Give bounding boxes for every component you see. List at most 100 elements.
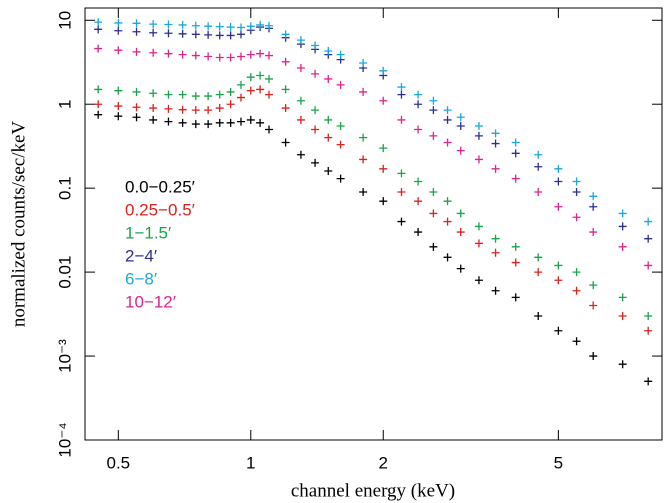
data-point (178, 90, 187, 99)
data-point (443, 106, 452, 115)
data-point (511, 138, 520, 147)
x-axis-label: channel energy (keV) (291, 480, 455, 501)
data-point (534, 253, 543, 262)
data-point (379, 144, 388, 153)
data-point (511, 149, 520, 158)
data-point (164, 104, 173, 113)
data-point (644, 377, 653, 386)
y-tick-label: 0.1 (55, 176, 74, 200)
data-point (397, 188, 406, 197)
data-point (281, 57, 290, 66)
data-point (511, 242, 520, 251)
data-point (114, 102, 123, 111)
data-point (311, 106, 320, 115)
data-point (397, 217, 406, 226)
data-point (246, 73, 255, 82)
data-point (474, 276, 483, 285)
data-point (132, 103, 141, 112)
data-point (215, 90, 224, 99)
data-point (226, 23, 235, 32)
data-point (336, 50, 345, 59)
data-point (94, 100, 103, 109)
data-point (114, 86, 123, 95)
data-point (246, 50, 255, 59)
data-point (114, 112, 123, 121)
data-point (554, 177, 563, 186)
data-point (589, 281, 598, 290)
data-point (534, 162, 543, 171)
data-point (296, 96, 305, 105)
data-point (164, 49, 173, 58)
data-point (554, 326, 563, 335)
data-point (554, 164, 563, 173)
data-point (429, 96, 438, 105)
data-point (534, 188, 543, 197)
data-point (149, 20, 158, 29)
data-point (618, 242, 627, 251)
data-point (191, 51, 200, 60)
data-point (554, 202, 563, 211)
y-tick-label: 1 (55, 99, 74, 108)
data-point (336, 80, 345, 89)
data-point (336, 140, 345, 149)
data-point (94, 25, 103, 34)
data-point (226, 87, 235, 96)
data-point (429, 106, 438, 115)
data-point (456, 228, 465, 237)
data-point (226, 118, 235, 127)
y-tick-label: 10⁻⁴ (55, 422, 74, 457)
data-point (132, 87, 141, 96)
data-point (215, 118, 224, 127)
data-point (114, 18, 123, 27)
data-point (191, 120, 200, 129)
data-point (191, 92, 200, 101)
data-point (178, 118, 187, 127)
data-point (178, 20, 187, 29)
data-point (264, 51, 273, 60)
data-point (204, 22, 213, 31)
data-point (618, 293, 627, 302)
data-point (491, 248, 500, 257)
data-point (204, 120, 213, 129)
data-point (397, 169, 406, 178)
data-point (491, 286, 500, 295)
data-point (589, 202, 598, 211)
data-point (311, 41, 320, 50)
data-point (379, 96, 388, 105)
data-point (204, 30, 213, 39)
data-point (226, 53, 235, 62)
data-point (94, 44, 103, 53)
data-point (456, 113, 465, 122)
data-point (572, 213, 581, 222)
data-point (429, 131, 438, 140)
data-point (149, 115, 158, 124)
data-point (132, 113, 141, 122)
data-point (264, 21, 273, 30)
data-point (215, 31, 224, 40)
data-point (534, 150, 543, 159)
data-point (572, 177, 581, 186)
data-point (644, 234, 653, 243)
data-point (589, 352, 598, 361)
data-point (443, 138, 452, 147)
data-point (191, 30, 200, 39)
legend-label: 0.0−0.25′ (125, 177, 195, 196)
data-point (324, 133, 333, 142)
data-point (644, 326, 653, 335)
data-point (256, 49, 265, 58)
data-point (534, 312, 543, 321)
data-point (618, 222, 627, 231)
data-point (359, 188, 368, 197)
data-point (456, 122, 465, 131)
legend-label: 2−4′ (125, 246, 157, 265)
data-point (644, 312, 653, 321)
data-point (589, 228, 598, 237)
data-point (324, 167, 333, 176)
data-point (474, 155, 483, 164)
data-point (132, 19, 141, 28)
data-point (336, 174, 345, 183)
data-point (456, 264, 465, 273)
data-point (324, 47, 333, 56)
data-point (443, 197, 452, 206)
